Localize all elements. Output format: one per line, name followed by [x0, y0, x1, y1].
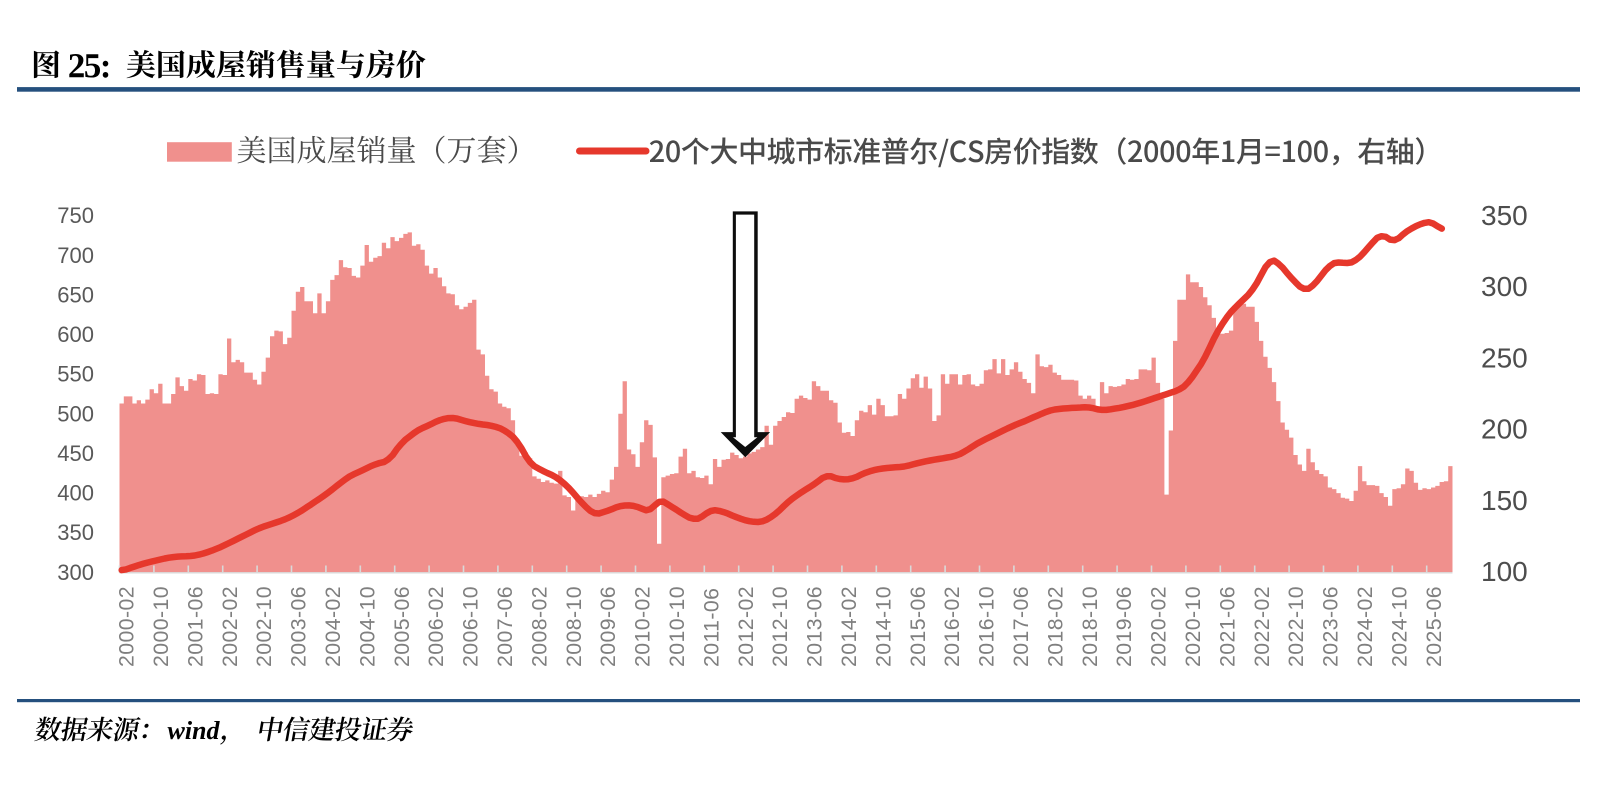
- svg-text:2004-02: 2004-02: [321, 586, 345, 667]
- svg-text:750: 750: [57, 203, 94, 228]
- svg-text:150: 150: [1481, 485, 1528, 516]
- svg-text:2018-10: 2018-10: [1078, 586, 1102, 667]
- svg-text:2018-02: 2018-02: [1043, 586, 1067, 667]
- svg-text:550: 550: [57, 362, 94, 387]
- svg-text:2020-02: 2020-02: [1147, 586, 1171, 667]
- svg-text:250: 250: [1481, 342, 1528, 373]
- svg-text:200: 200: [1481, 414, 1528, 445]
- svg-text:2020-10: 2020-10: [1181, 586, 1205, 667]
- svg-text:350: 350: [57, 520, 94, 545]
- svg-text:2016-02: 2016-02: [940, 586, 964, 667]
- svg-text:400: 400: [57, 481, 94, 506]
- svg-text:2021-06: 2021-06: [1216, 586, 1240, 667]
- svg-text:350: 350: [1481, 200, 1528, 231]
- svg-text:700: 700: [57, 243, 94, 268]
- svg-text:2012-10: 2012-10: [768, 586, 792, 667]
- svg-text:2022-10: 2022-10: [1284, 586, 1308, 667]
- svg-text:2019-06: 2019-06: [1112, 586, 1136, 667]
- svg-text:500: 500: [57, 401, 94, 426]
- svg-text:2025-06: 2025-06: [1422, 586, 1446, 667]
- svg-text:2009-06: 2009-06: [596, 586, 620, 667]
- svg-text:2011-06: 2011-06: [699, 588, 723, 667]
- svg-text:2002-10: 2002-10: [252, 586, 276, 667]
- svg-text:2024-10: 2024-10: [1388, 586, 1412, 667]
- svg-text:2022-02: 2022-02: [1250, 586, 1274, 667]
- svg-text:2023-06: 2023-06: [1319, 586, 1343, 667]
- svg-text:2005-06: 2005-06: [390, 586, 414, 667]
- svg-text:2024-02: 2024-02: [1353, 586, 1377, 667]
- svg-text:2013-06: 2013-06: [803, 586, 827, 667]
- svg-text:450: 450: [57, 441, 94, 466]
- svg-text:2008-02: 2008-02: [528, 586, 552, 667]
- svg-text:100: 100: [1481, 556, 1528, 587]
- svg-text:2002-02: 2002-02: [218, 586, 242, 667]
- svg-text:2010-02: 2010-02: [631, 586, 655, 667]
- svg-text:2007-06: 2007-06: [493, 586, 517, 667]
- svg-text:2016-10: 2016-10: [975, 586, 999, 667]
- svg-text:300: 300: [57, 560, 94, 585]
- svg-text:2015-06: 2015-06: [906, 586, 930, 667]
- svg-text:650: 650: [57, 282, 94, 307]
- svg-text:2012-02: 2012-02: [734, 586, 758, 667]
- svg-text:2010-10: 2010-10: [665, 586, 689, 667]
- svg-text:2008-10: 2008-10: [562, 586, 586, 667]
- svg-text:2014-02: 2014-02: [837, 586, 861, 667]
- svg-text:2000-10: 2000-10: [149, 586, 173, 667]
- svg-text:2006-02: 2006-02: [424, 586, 448, 667]
- svg-text:2017-06: 2017-06: [1009, 586, 1033, 667]
- svg-text:600: 600: [57, 322, 94, 347]
- svg-text:2001-06: 2001-06: [183, 586, 207, 667]
- svg-text:2004-10: 2004-10: [355, 586, 379, 667]
- svg-text:2003-06: 2003-06: [287, 586, 311, 667]
- svg-text:300: 300: [1481, 271, 1528, 302]
- svg-text:2006-10: 2006-10: [459, 586, 483, 667]
- svg-text:2000-02: 2000-02: [115, 586, 139, 667]
- svg-text:2014-10: 2014-10: [871, 586, 895, 667]
